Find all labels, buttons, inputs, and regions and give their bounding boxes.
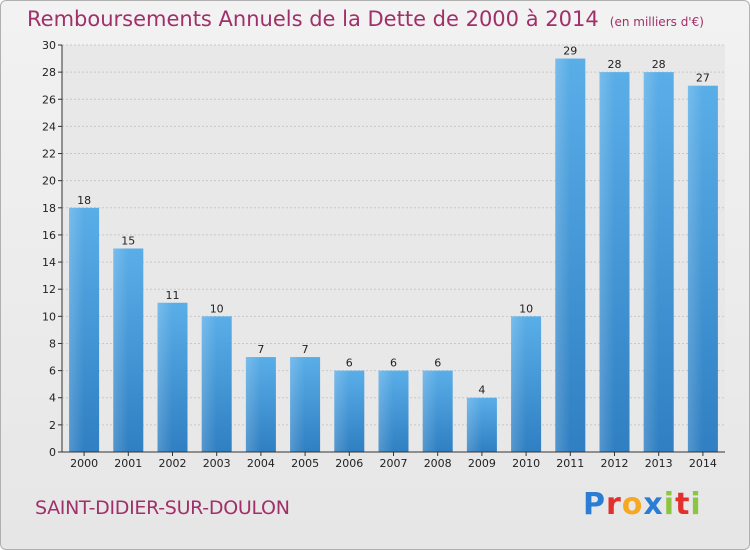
x-tick-label-2003: 2003 [203,457,231,470]
value-label-2003: 10 [210,302,224,315]
bar-highlight-2014 [687,85,703,452]
proxiti-logo[interactable]: Proxiti [583,487,702,522]
y-tick-label-26: 26 [42,93,56,106]
bar-highlight-2012 [599,72,615,452]
value-label-2004: 7 [257,343,264,356]
x-tick-label-2010: 2010 [512,457,540,470]
x-tick-label-2013: 2013 [645,457,673,470]
bar-highlight-2011 [555,58,571,453]
value-label-2001: 15 [121,235,135,248]
x-tick-label-2004: 2004 [247,457,275,470]
bar-highlight-2004 [245,357,261,452]
y-tick-label-24: 24 [42,120,56,133]
value-label-2014: 27 [696,72,710,85]
bar-highlight-2008 [422,370,438,452]
bar-highlight-2000 [69,207,85,452]
commune-name: SAINT-DIDIER-SUR-DOULON [35,497,290,519]
y-tick-label-18: 18 [42,202,56,215]
logo-letter: o [621,487,644,522]
value-label-2012: 28 [608,58,622,71]
logo-letter: x [643,487,664,522]
y-tick-label-30: 30 [42,39,56,52]
x-tick-label-2001: 2001 [114,457,142,470]
y-tick-label-16: 16 [42,229,56,242]
title-row: Remboursements Annuels de la Dette de 20… [27,7,704,31]
x-tick-label-2006: 2006 [335,457,363,470]
bar-highlight-2003 [201,316,217,452]
x-tick-label-2008: 2008 [424,457,452,470]
y-tick-label-10: 10 [42,310,56,323]
logo-letter: i [690,487,702,522]
value-label-2008: 6 [434,357,441,370]
y-tick-label-22: 22 [42,148,56,161]
logo-letter: r [606,487,622,522]
x-tick-label-2005: 2005 [291,457,319,470]
x-tick-label-2014: 2014 [689,457,717,470]
x-tick-label-2011: 2011 [556,457,584,470]
x-tick-label-2009: 2009 [468,457,496,470]
value-label-2013: 28 [652,58,666,71]
bar-highlight-2009 [466,397,482,452]
bar-highlight-2006 [334,370,350,452]
y-tick-label-20: 20 [42,175,56,188]
value-label-2011: 29 [563,45,577,58]
logo-letter: i [663,487,676,522]
bar-highlight-2013 [643,72,659,452]
x-tick-label-2007: 2007 [380,457,408,470]
value-label-2000: 18 [77,194,91,207]
x-tick-label-2000: 2000 [70,457,98,470]
value-label-2002: 11 [166,289,180,302]
y-tick-label-8: 8 [49,337,56,350]
chart-title: Remboursements Annuels de la Dette de 20… [27,7,599,31]
x-tick-label-2012: 2012 [601,457,629,470]
logo-letter: P [583,487,606,522]
y-tick-label-14: 14 [42,256,56,269]
value-label-2006: 6 [346,357,353,370]
bar-highlight-2010 [511,316,527,452]
bar-highlight-2007 [378,370,394,452]
chart-unit: (en milliers d'€) [609,15,704,29]
logo-letter: t [675,487,691,522]
y-tick-label-6: 6 [49,365,56,378]
value-label-2007: 6 [390,357,397,370]
bar-highlight-2002 [157,302,173,452]
x-tick-label-2002: 2002 [159,457,187,470]
value-label-2005: 7 [302,343,309,356]
y-tick-label-4: 4 [49,392,56,405]
value-label-2010: 10 [519,302,533,315]
y-tick-label-12: 12 [42,283,56,296]
y-tick-label-0: 0 [49,446,56,459]
y-tick-label-2: 2 [49,419,56,432]
value-label-2009: 4 [478,384,485,397]
y-tick-label-28: 28 [42,66,56,79]
bar-highlight-2001 [113,248,129,452]
bar-highlight-2005 [290,357,306,452]
